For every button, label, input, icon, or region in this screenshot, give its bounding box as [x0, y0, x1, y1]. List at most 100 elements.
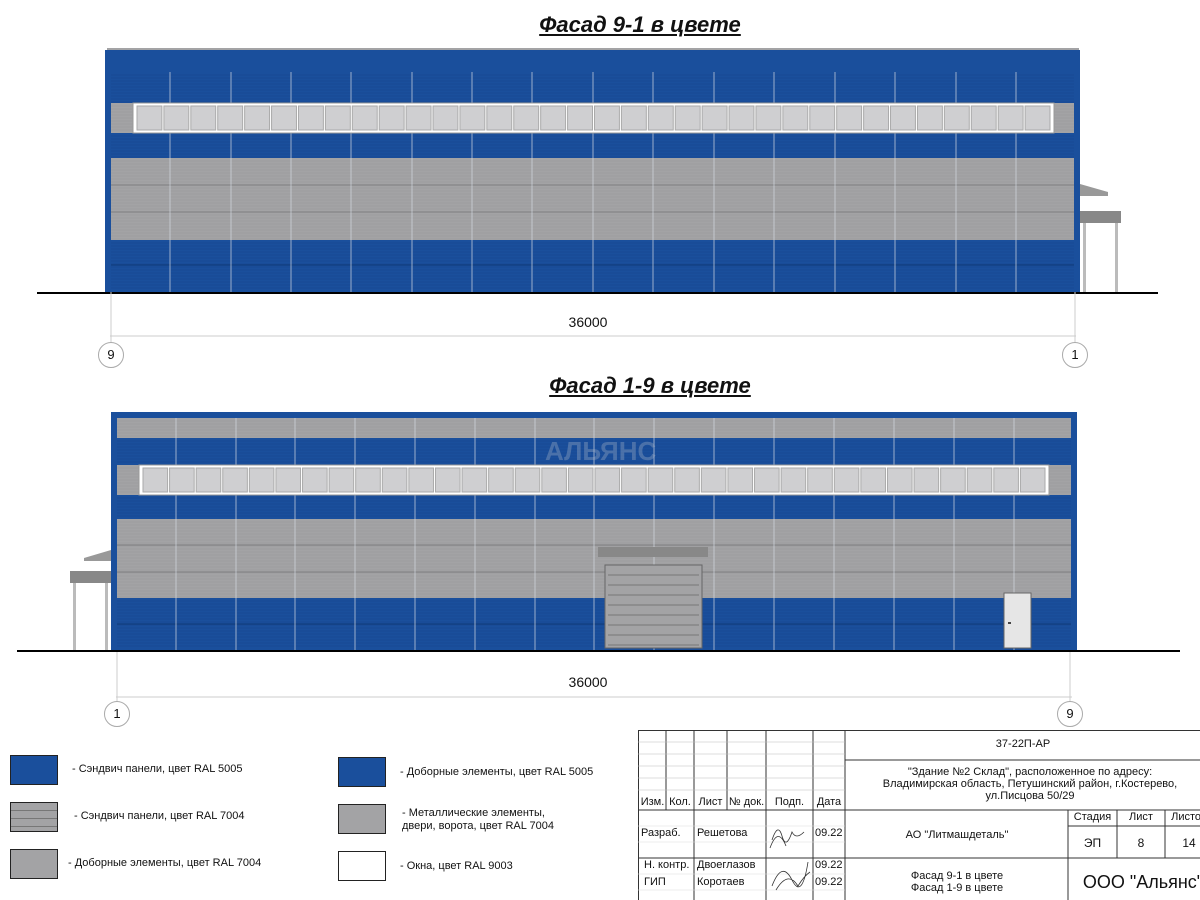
window-pane	[621, 467, 647, 493]
sheets-value: 14	[1182, 836, 1196, 850]
window-pane	[997, 105, 1024, 131]
window-pane	[169, 467, 195, 493]
role-cell: Разраб.	[641, 827, 681, 839]
stage-value: ЭП	[1083, 836, 1102, 850]
object-description: "Здание №2 Склад", расположенное по адре…	[882, 766, 1178, 802]
legend-swatch-blue	[10, 755, 58, 785]
axis-marker: 1	[1062, 342, 1088, 368]
window-pane	[163, 105, 190, 131]
legend-swatch-blue	[338, 757, 386, 787]
sheet-value: 8	[1137, 836, 1145, 850]
window-pane	[459, 105, 486, 131]
window-pane	[916, 105, 943, 131]
porch-post	[1083, 223, 1086, 292]
client-name: АО "Литмашдеталь"	[905, 829, 1009, 841]
window-pane	[378, 105, 405, 131]
window-pane	[1019, 467, 1046, 493]
window-pane	[970, 105, 997, 131]
window-pane	[351, 105, 378, 131]
legend-label: - Сэндвич панели, цвет RAL 5005	[72, 763, 243, 775]
porch-post	[73, 583, 76, 650]
entrance-door	[1003, 592, 1032, 649]
project-code: 37-22П-АР	[995, 738, 1051, 750]
window-pane	[275, 467, 302, 493]
window-pane	[381, 467, 408, 493]
window-pane	[727, 467, 754, 493]
window-pane	[728, 105, 755, 131]
window-pane	[142, 467, 169, 493]
porch-roof	[70, 571, 111, 583]
window-pane	[408, 467, 434, 493]
legend-label: - Металлические элементы, двери, ворота,…	[402, 807, 554, 832]
signature	[769, 829, 805, 849]
canopy	[1080, 184, 1108, 196]
company-name: ООО "Альянс"	[1082, 872, 1200, 892]
signature	[771, 861, 811, 891]
window-pane	[886, 467, 913, 493]
window-pane	[943, 105, 970, 131]
window-pane	[488, 467, 514, 493]
gate-canopy	[598, 547, 708, 557]
header-cell: Дата	[816, 796, 842, 808]
porch-post	[105, 583, 108, 650]
window-pane	[833, 467, 860, 493]
window-pane	[754, 467, 780, 493]
legend-label: - Сэндвич панели, цвет RAL 7004	[74, 810, 245, 822]
window-pane	[594, 105, 620, 131]
window-pane	[486, 105, 513, 131]
window-pane	[782, 105, 809, 131]
sectional-gate	[604, 564, 703, 649]
window-pane	[755, 105, 782, 131]
window-pane	[863, 105, 890, 131]
window-pane	[244, 105, 271, 131]
window-pane	[700, 467, 727, 493]
window-pane	[780, 467, 807, 493]
window-pane	[940, 467, 966, 493]
window-pane	[514, 467, 541, 493]
role-cell: Н. контр.	[644, 859, 690, 871]
window-pane	[809, 105, 836, 131]
window-pane	[701, 105, 728, 131]
legend-label: - Окна, цвет RAL 9003	[400, 860, 513, 872]
window-pane	[328, 467, 355, 493]
sheets-label: Листов	[1171, 811, 1200, 823]
window-pane	[836, 105, 863, 131]
canopy	[84, 550, 111, 561]
window-pane	[890, 105, 916, 131]
window-pane	[567, 467, 594, 493]
window-pane	[807, 467, 833, 493]
title-block-frame	[638, 730, 1200, 900]
window-pane	[190, 105, 217, 131]
header-cell: Изм.	[640, 796, 665, 808]
window-pane	[195, 467, 222, 493]
sheet-title: Фасад 9-1 в цвете	[910, 870, 1004, 882]
window-pane	[674, 467, 700, 493]
window-pane	[860, 467, 886, 493]
window-pane	[217, 105, 244, 131]
window-pane	[567, 105, 594, 131]
legend-swatch-gray-lined	[10, 802, 58, 832]
window-pane	[993, 467, 1019, 493]
name-cell: Решетова	[697, 827, 748, 839]
header-cell: Лист	[698, 796, 723, 808]
window-pane	[271, 105, 297, 131]
corner-trim	[105, 50, 111, 292]
axis-marker: 9	[98, 342, 124, 368]
window-pane	[297, 105, 324, 131]
window-pane	[434, 467, 461, 493]
window-pane	[1024, 105, 1051, 131]
legend-label: - Доборные элементы, цвет RAL 7004	[68, 857, 262, 869]
axis-marker: 9	[1057, 701, 1083, 727]
sheet-label: Лист	[1129, 811, 1153, 823]
window-pane	[136, 105, 163, 131]
legend-swatch-gray	[10, 849, 58, 879]
window-pane	[913, 467, 940, 493]
legend-swatch-white	[338, 851, 386, 881]
window-pane	[540, 105, 567, 131]
corner-trim	[1074, 50, 1080, 292]
window-pane	[541, 467, 567, 493]
window-pane	[647, 105, 674, 131]
window-pane	[222, 467, 248, 493]
facade-top-title: Фасад 9-1 в цвете	[539, 12, 741, 37]
date-cell: 09.22	[815, 859, 843, 871]
